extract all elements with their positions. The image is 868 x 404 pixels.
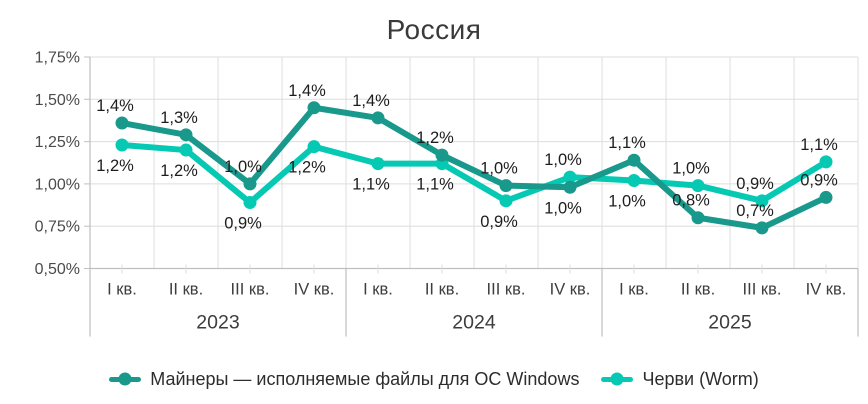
miners-point-dot <box>627 153 641 167</box>
worms-point-label: 0,9% <box>224 215 262 233</box>
worms-point-dot <box>819 155 833 169</box>
miners-point-dot <box>243 177 257 191</box>
y-tick-label: 1,25% <box>35 134 80 151</box>
miners-point-dot <box>499 179 513 193</box>
miners-point-dot <box>115 116 129 130</box>
worms-point-label: 0,9% <box>736 175 774 193</box>
legend: Майнеры — исполняемые файлы для ОС Windo… <box>0 362 868 396</box>
worms-series-marker-icon <box>601 372 634 386</box>
quarter-label: I кв. <box>619 281 649 299</box>
miners-point-dot <box>307 101 321 115</box>
y-tick-label: 1,75% <box>35 50 80 67</box>
quarter-label: IV кв. <box>806 281 847 299</box>
worms-point-dot <box>243 196 257 210</box>
miners-point-label: 1,2% <box>416 129 454 147</box>
legend-item-miners[interactable]: Майнеры — исполняемые файлы для ОС Windo… <box>109 369 579 390</box>
year-label: 2023 <box>196 312 239 334</box>
quarter-label: IV кв. <box>550 281 591 299</box>
worms-point-dot <box>755 194 769 208</box>
quarter-label: II кв. <box>169 281 203 299</box>
worms-point-dot <box>563 170 577 184</box>
miners-point-label: 1,0% <box>224 158 262 176</box>
worms-point-dot <box>371 157 385 171</box>
miners-point-label: 1,4% <box>96 97 134 115</box>
worms-point-label: 1,0% <box>544 151 582 169</box>
worms-series-line <box>119 141 829 206</box>
legend-label-miners: Майнеры — исполняемые файлы для ОС Windo… <box>150 368 580 389</box>
year-label: 2025 <box>708 312 752 334</box>
miners-point-dot <box>435 148 449 162</box>
worms-point-label: 1,1% <box>416 176 454 194</box>
y-tick-label: 1,00% <box>35 176 80 193</box>
y-tick-label: 0,50% <box>35 261 80 278</box>
miners-point-label: 1,3% <box>160 109 198 127</box>
y-tick-label: 0,75% <box>35 219 80 236</box>
legend-label-worms: Черви (Worm) <box>642 368 759 389</box>
quarter-label: IV кв. <box>294 281 335 299</box>
miners-series-line <box>119 104 829 231</box>
worms-point-label: 1,2% <box>96 157 134 175</box>
miners-point-label: 0,9% <box>800 171 838 189</box>
miners-point-label: 1,4% <box>352 92 390 110</box>
worms-point-dot <box>691 179 705 193</box>
miners-point-dot <box>179 128 193 142</box>
miners-point-label: 1,1% <box>608 134 646 152</box>
quarter-label: II кв. <box>425 281 459 299</box>
miners-point-dot <box>371 111 385 125</box>
y-tick-label: 1,50% <box>35 92 80 109</box>
worms-point-label: 1,2% <box>160 162 198 180</box>
miners-point-dot <box>563 180 577 194</box>
worms-point-label: 1,2% <box>288 159 326 177</box>
worms-point-dot <box>307 140 321 154</box>
worms-point-label: 1,1% <box>800 136 838 154</box>
worms-point-label: 1,0% <box>608 193 646 211</box>
worms-point-dot <box>115 138 129 152</box>
miners-point-label: 1,0% <box>480 160 518 178</box>
worms-point-label: 0,9% <box>480 213 518 231</box>
quarter-label: III кв. <box>487 281 526 299</box>
miners-series-marker-icon <box>109 372 142 386</box>
worms-point-label: 1,1% <box>352 176 390 194</box>
quarter-label: I кв. <box>107 281 137 299</box>
worms-point-dot <box>499 194 513 208</box>
miners-point-dot <box>755 221 769 235</box>
year-label: 2024 <box>452 312 496 334</box>
worms-point-dot <box>179 143 193 157</box>
quarter-label: III кв. <box>743 281 782 299</box>
quarter-label: III кв. <box>231 281 270 299</box>
miners-point-label: 0,7% <box>736 202 774 220</box>
miners-point-label: 1,0% <box>544 199 582 217</box>
miners-point-label: 1,4% <box>288 82 326 100</box>
chart-title: Россия <box>386 14 482 45</box>
plot-area: 0,50% 0,75% 1,00% 1,25% 1,50% 1,75% I кв. II кв… <box>35 50 859 337</box>
quarter-label: II кв. <box>681 281 715 299</box>
quarter-label: I кв. <box>363 281 393 299</box>
miners-point-dot <box>691 211 705 225</box>
worms-point-dot <box>627 174 641 188</box>
miners-point-label: 0,8% <box>672 192 710 210</box>
legend-item-worms[interactable]: Черви (Worm) <box>601 368 759 390</box>
worms-point-label: 1,0% <box>672 160 710 178</box>
miners-point-dot <box>819 190 833 204</box>
